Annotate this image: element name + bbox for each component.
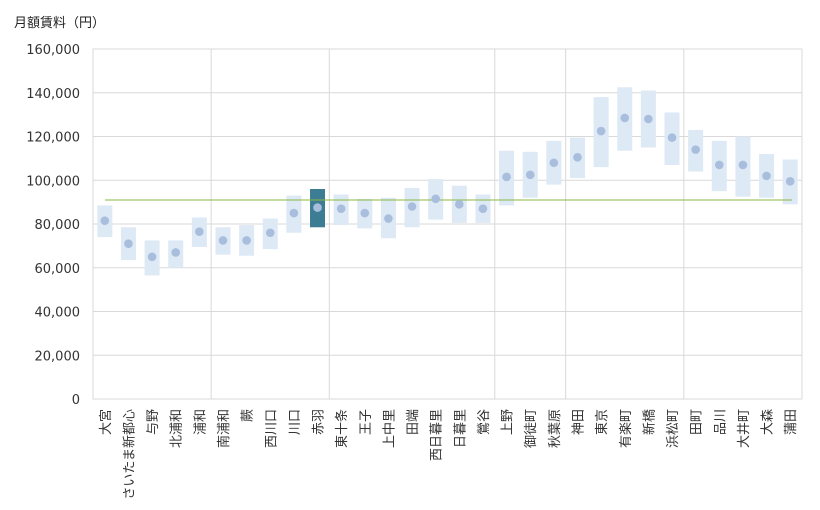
median-dot [785,177,795,186]
median-dot [502,172,511,182]
median-dot [596,126,606,136]
x-tick-label: 西日暮里 [430,409,445,461]
x-tick-label: 秋葉原 [548,409,563,448]
median-dot [384,214,393,223]
x-tick-label: 北浦和 [170,409,185,448]
x-tick-label: 神田 [571,409,586,435]
median-dot [620,113,630,123]
y-tick-label: 120,000 [26,131,80,146]
y-tick-label: 20,000 [35,349,81,364]
x-tick-label: 蕨 [241,409,256,422]
median-dot [218,236,228,245]
x-tick-label: 大森 [761,409,776,435]
x-tick-label: 上野 [501,409,516,435]
median-dot [265,228,275,238]
median-dot [242,236,251,245]
median-dot [691,145,700,154]
x-tick-label: 田町 [690,409,705,435]
x-tick-label: 浜松町 [666,409,681,448]
median-dot [195,227,204,236]
x-tick-label: 御徒町 [524,409,539,448]
y-tick-label: 80,000 [35,218,81,233]
median-dot [431,194,440,204]
median-dot [549,158,559,168]
median-dot [124,239,133,248]
median-dot [478,204,488,213]
x-tick-label: 日暮里 [453,409,468,448]
x-tick-label: 東十条 [334,409,350,448]
x-tick-label: 東京 [594,409,610,435]
median-dot [573,152,582,162]
y-tick-label: 40,000 [35,306,81,321]
median-dot [738,160,748,170]
median-dot [336,204,346,213]
median-dot [455,200,464,209]
x-tick-label: 蒲田 [784,409,799,435]
y-axis-title: 月額賃料（円） [14,16,106,31]
median-dot [525,170,535,180]
median-dot [313,203,322,212]
median-dot [171,248,181,257]
median-dot [100,216,110,226]
x-tick-label: 大宮 [98,409,114,435]
x-tick-label: 田端 [406,409,421,435]
x-tick-label: 西川口 [264,409,279,448]
median-dot [644,114,653,124]
x-tick-label: 与野 [146,409,161,435]
x-tick-label: さいたま新都心 [121,409,137,500]
x-tick-label: 浦和 [193,409,208,435]
median-dot [762,171,771,181]
x-tick-label: 王子 [359,409,374,435]
x-tick-label: 南浦和 [216,409,232,448]
y-tick-label: 140,000 [26,87,80,102]
y-tick-label: 100,000 [26,174,80,189]
median-dot [360,208,370,218]
x-tick-label: 品川 [713,409,728,435]
y-tick-label: 0 [72,393,80,408]
x-tick-label: 鶯谷 [477,409,492,435]
x-tick-label: 新橋 [641,409,657,435]
median-dot [289,208,299,218]
x-tick-label: 川口 [288,409,303,435]
median-dot [407,202,417,211]
x-tick-label: 上中里 [382,409,397,448]
y-tick-label: 60,000 [35,262,81,277]
median-dot [147,252,157,262]
x-tick-label: 有楽町 [618,409,634,448]
y-tick-label: 160,000 [26,43,80,58]
x-tick-label: 大井町 [737,409,752,448]
median-dot [667,133,677,142]
median-dot [714,160,724,170]
x-tick-label: 赤羽 [312,409,327,435]
